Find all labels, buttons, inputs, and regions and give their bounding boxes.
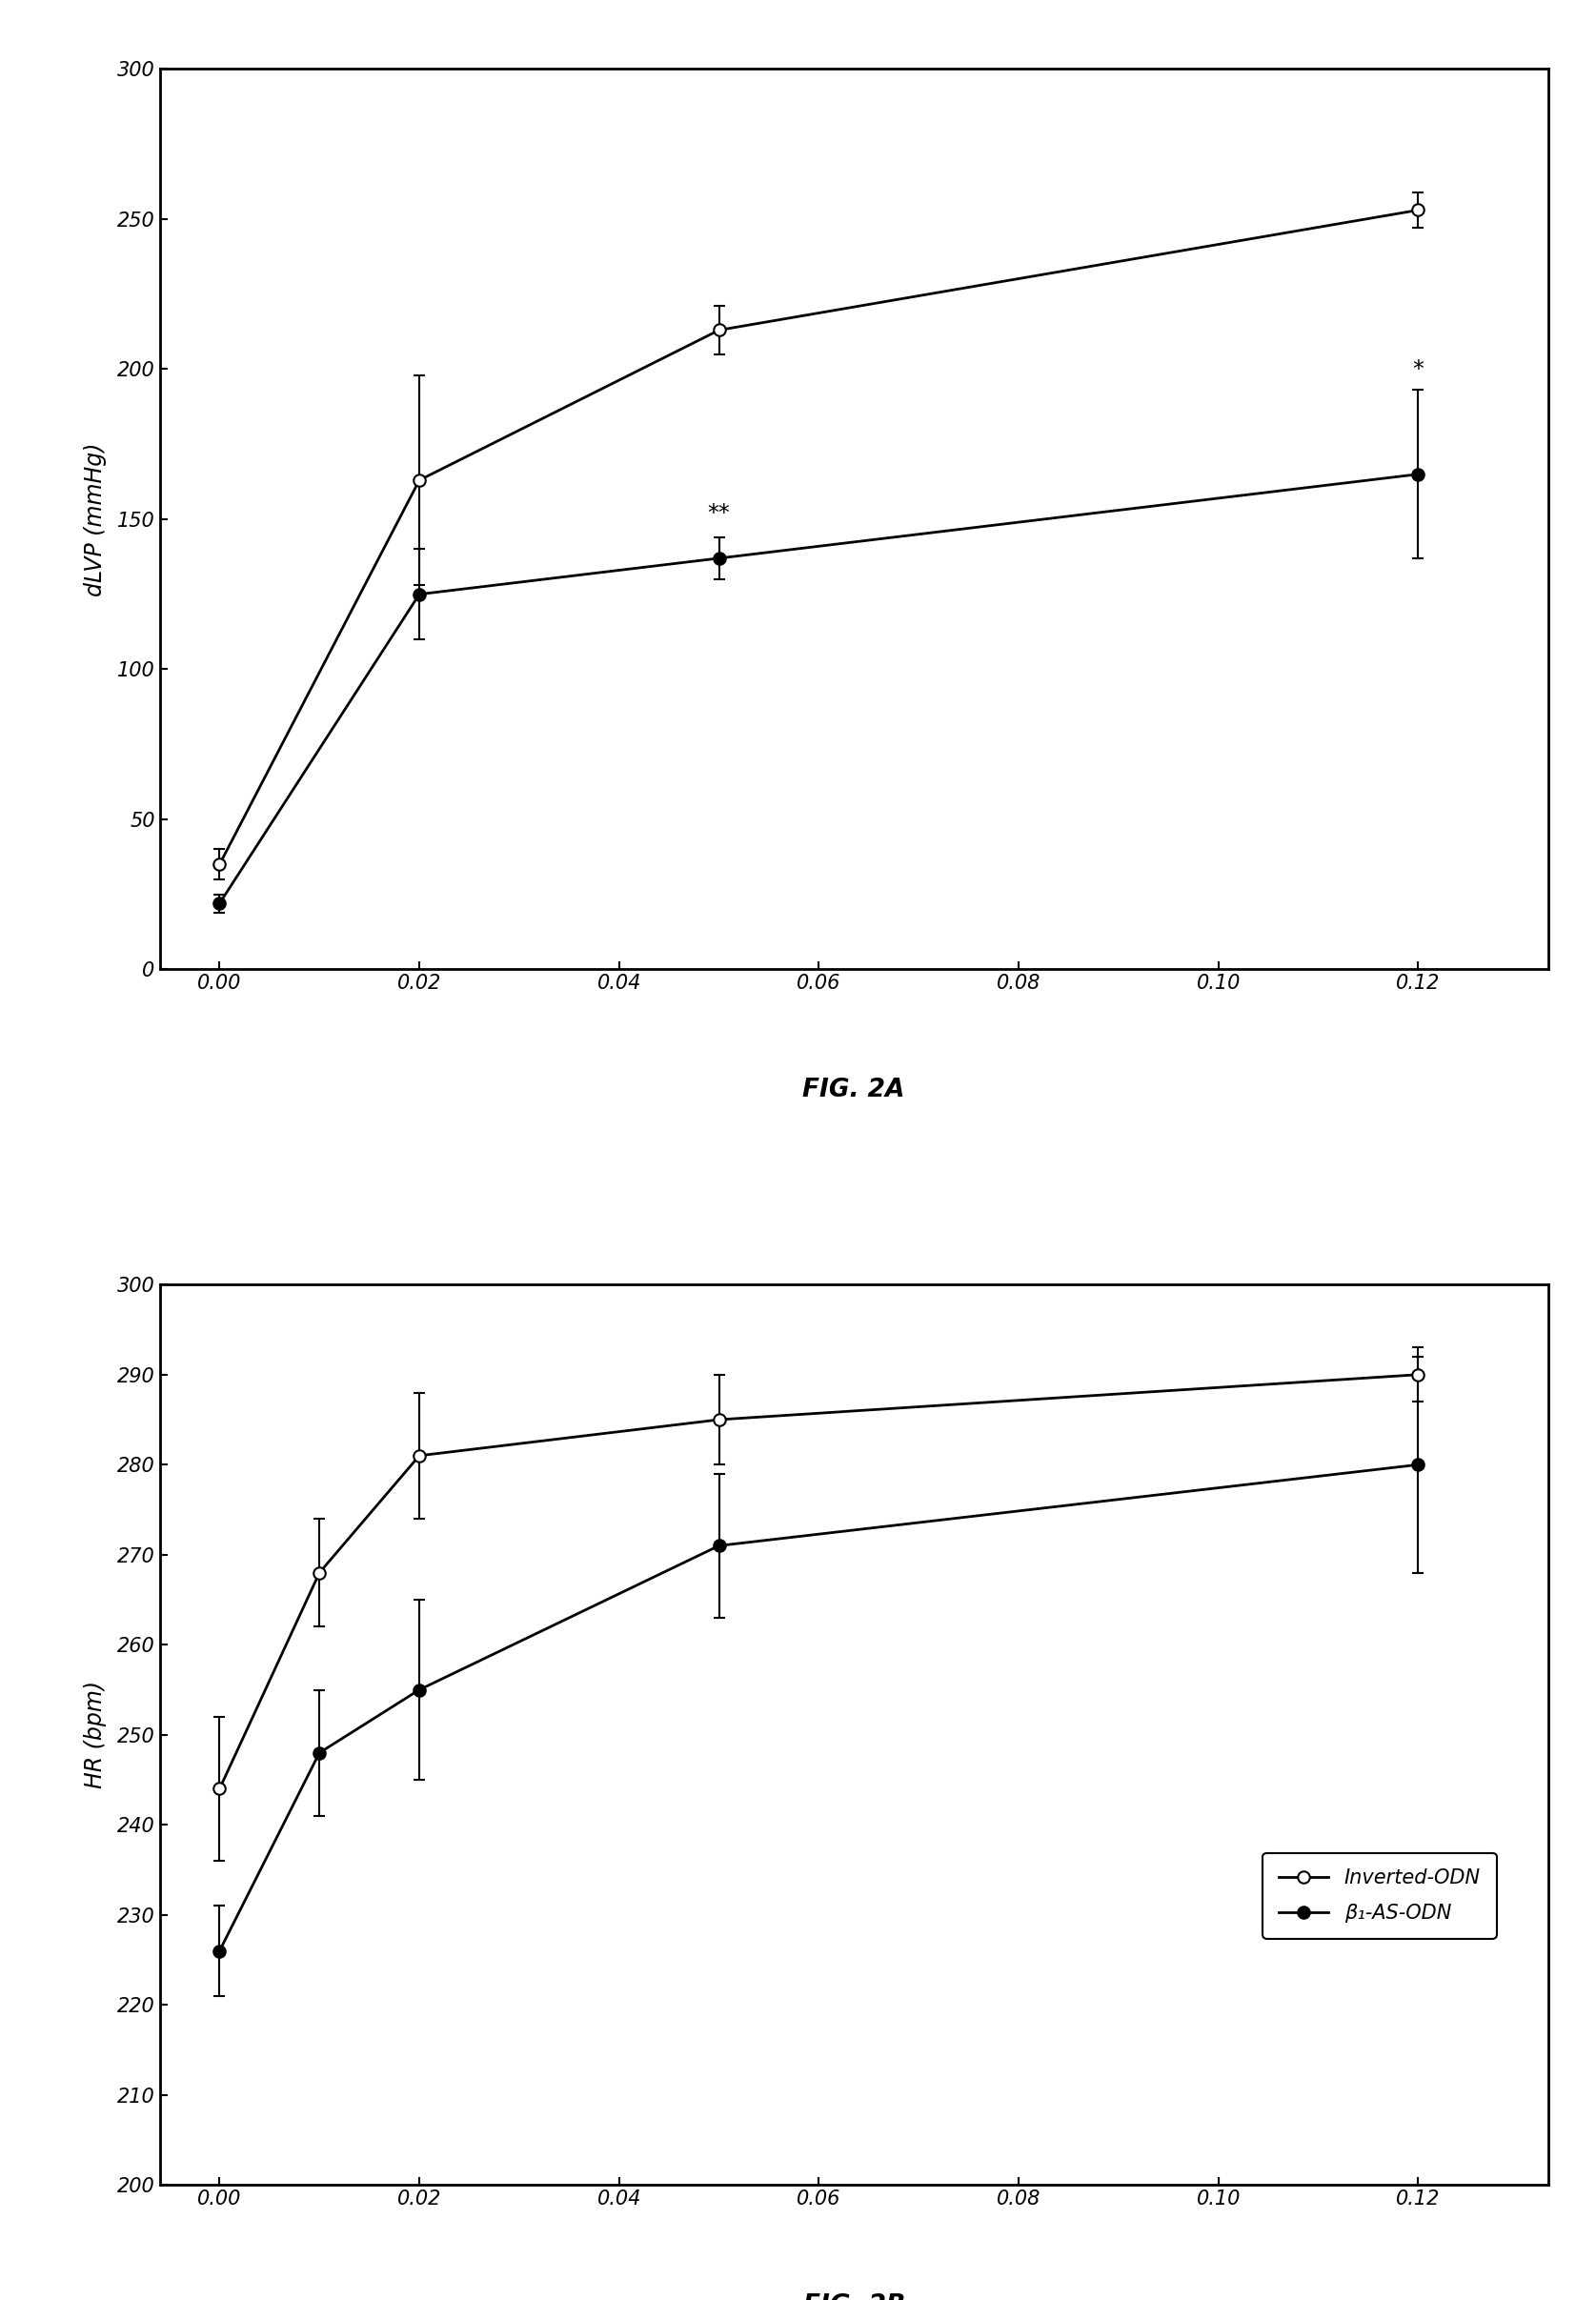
Text: **: **: [707, 501, 731, 524]
Y-axis label: HR (bpm): HR (bpm): [83, 1681, 107, 1789]
Text: FIG. 2A: FIG. 2A: [803, 1076, 905, 1102]
Text: *: *: [1412, 359, 1424, 382]
Legend: Inverted-ODN, β₁-AS-ODN: Inverted-ODN, β₁-AS-ODN: [1262, 1854, 1497, 1939]
Text: FIG. 2B: FIG. 2B: [803, 2293, 905, 2300]
Y-axis label: dLVP (mmHg): dLVP (mmHg): [83, 442, 107, 596]
